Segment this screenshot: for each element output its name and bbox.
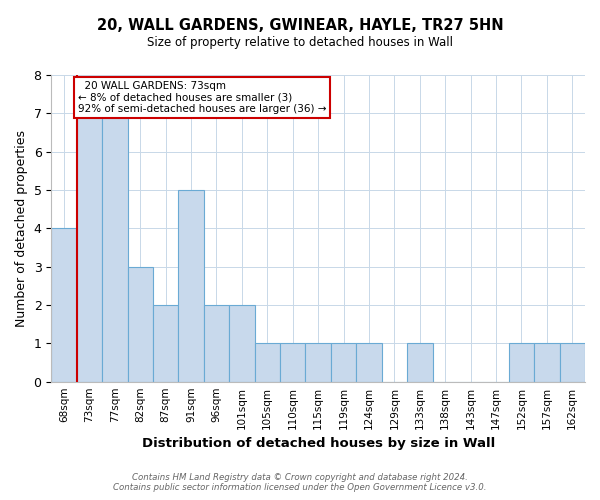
Bar [254, 344, 280, 382]
Text: 20, WALL GARDENS, GWINEAR, HAYLE, TR27 5HN: 20, WALL GARDENS, GWINEAR, HAYLE, TR27 5… [97, 18, 503, 32]
Bar [509, 344, 534, 382]
Y-axis label: Number of detached properties: Number of detached properties [15, 130, 28, 327]
Bar [560, 344, 585, 382]
Bar [77, 114, 102, 382]
Bar [407, 344, 433, 382]
Bar [331, 344, 356, 382]
Bar [534, 344, 560, 382]
Bar [51, 228, 77, 382]
Bar [356, 344, 382, 382]
Bar [280, 344, 305, 382]
Bar [204, 305, 229, 382]
Bar [128, 266, 153, 382]
Bar [229, 305, 254, 382]
Text: 20 WALL GARDENS: 73sqm
← 8% of detached houses are smaller (3)
92% of semi-detac: 20 WALL GARDENS: 73sqm ← 8% of detached … [78, 81, 326, 114]
Text: Contains HM Land Registry data © Crown copyright and database right 2024.
Contai: Contains HM Land Registry data © Crown c… [113, 473, 487, 492]
Bar [178, 190, 204, 382]
Bar [305, 344, 331, 382]
Bar [102, 114, 128, 382]
Bar [153, 305, 178, 382]
X-axis label: Distribution of detached houses by size in Wall: Distribution of detached houses by size … [142, 437, 495, 450]
Text: Size of property relative to detached houses in Wall: Size of property relative to detached ho… [147, 36, 453, 49]
